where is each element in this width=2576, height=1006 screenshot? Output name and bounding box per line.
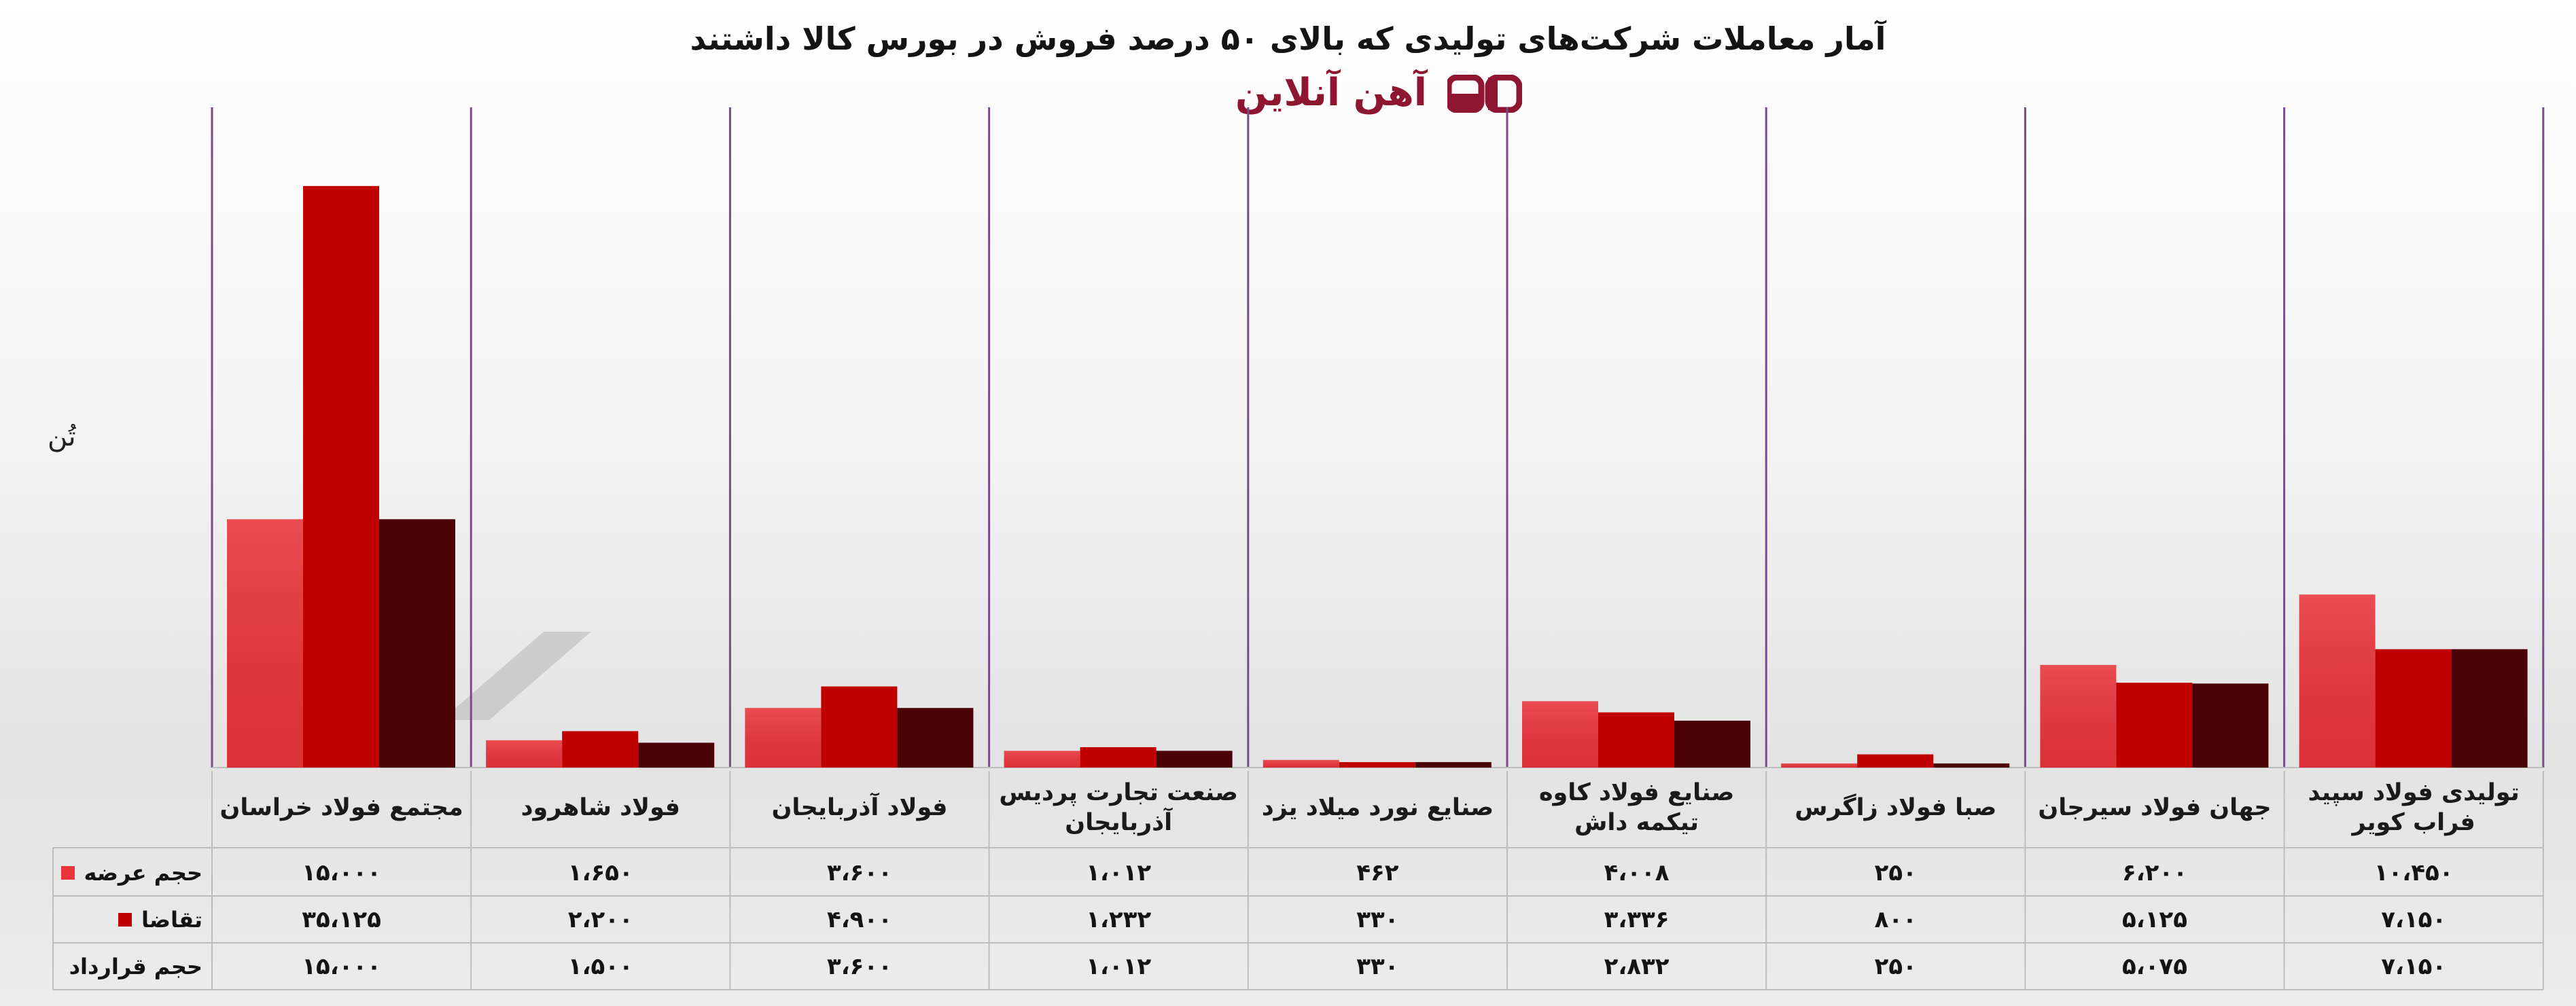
category-label: صبا فولاد زاگرس xyxy=(1795,794,1997,822)
bar-highlight xyxy=(1263,759,1339,768)
table-cell: ۱،۰۱۲ xyxy=(1086,952,1152,980)
bar-demand xyxy=(1339,761,1415,768)
category-label: فولاد شاهرود xyxy=(521,794,680,822)
bar-contract xyxy=(1674,720,1750,768)
bar-demand xyxy=(562,731,639,768)
category-label: فولاد آذربایجان xyxy=(771,794,948,822)
table-cell: ۴۶۲ xyxy=(1356,859,1399,886)
bar-demand xyxy=(2375,649,2452,768)
legend-entry: تقاضا xyxy=(60,896,202,943)
table-cell: ۱،۵۰۰ xyxy=(567,952,633,980)
table-cell: ۱۵،۰۰۰ xyxy=(302,859,381,886)
logo-text: آهن آنلاین xyxy=(1235,71,1427,115)
table-cell: ۵،۰۷۵ xyxy=(2122,952,2187,980)
bar-demand xyxy=(303,185,379,768)
bar-highlight xyxy=(486,740,563,768)
bar-highlight xyxy=(745,708,822,768)
table-cell: ۱،۲۳۲ xyxy=(1086,905,1152,933)
table-cell: ۱،۰۱۲ xyxy=(1086,859,1152,886)
legend-swatch xyxy=(118,912,132,927)
table-cell: ۳،۶۰۰ xyxy=(827,952,892,980)
table-cell: ۳،۶۰۰ xyxy=(827,859,892,886)
shadow-decoration xyxy=(442,632,591,720)
category-label: صنایع نورد میلاد یزد xyxy=(1261,794,1494,822)
table-cell: ۴،۰۰۸ xyxy=(1604,859,1670,886)
table-cell: ۱۰،۴۵۰ xyxy=(2374,859,2454,886)
legend-swatch xyxy=(60,865,75,880)
bar-highlight xyxy=(1781,763,1858,768)
category-label: مجتمع فولاد خراسان xyxy=(219,794,463,822)
legend-entry: حجم قرارداد xyxy=(60,943,202,990)
table-cell: ۴،۹۰۰ xyxy=(827,905,892,933)
table-cell: ۲۵۰ xyxy=(1874,859,1917,886)
table-cell: ۲،۸۳۲ xyxy=(1604,952,1670,980)
bar-highlight xyxy=(1522,701,1598,768)
table-cell: ۱۵،۰۰۰ xyxy=(302,952,381,980)
category-label: جهان فولاد سیرجان xyxy=(2038,794,2272,822)
logo-mark-icon xyxy=(1447,75,1522,113)
bar-demand xyxy=(2116,683,2193,768)
bar-highlight xyxy=(2040,664,2117,768)
table-cell: ۳۳۰ xyxy=(1356,952,1399,980)
legend-label: تقاضا xyxy=(141,906,202,933)
table-cell: ۸۰۰ xyxy=(1874,905,1917,933)
bar-highlight xyxy=(227,519,303,768)
table-cell: ۵،۱۲۵ xyxy=(2122,905,2187,933)
bar-demand xyxy=(821,686,898,768)
legend-label: حجم عرضه xyxy=(84,859,202,886)
table-cell: ۳،۳۳۶ xyxy=(1604,905,1670,933)
bar-contract xyxy=(379,519,455,768)
table-cell: ۶،۲۰۰ xyxy=(2122,859,2187,886)
table-cell: ۷،۱۵۰ xyxy=(2381,905,2447,933)
bar-contract xyxy=(2192,683,2269,768)
bar-highlight xyxy=(1004,751,1080,768)
category-label: تولیدی فولاد سپید فراب کویر xyxy=(2308,779,2520,836)
category-label: صنعت تجارت پردیس آذربایجان xyxy=(999,779,1238,836)
bar-demand xyxy=(1080,747,1157,768)
legend-entry: حجم عرضه xyxy=(60,849,202,896)
table-cell: ۲۵۰ xyxy=(1874,952,1917,980)
bar-contract xyxy=(1156,751,1233,768)
table-cell: ۳۵،۱۲۵ xyxy=(302,905,381,933)
category-label: صنایع فولاد کاوه تیکمه داش xyxy=(1538,779,1735,836)
brand-logo: آهن آنلاین xyxy=(1223,71,1522,118)
table-cell: ۷،۱۵۰ xyxy=(2381,952,2447,980)
table-cell: ۲،۲۰۰ xyxy=(567,905,633,933)
bar-contract xyxy=(638,742,715,768)
bar-contract xyxy=(1933,763,2010,768)
bar-contract xyxy=(2451,649,2528,768)
bar-highlight xyxy=(2299,594,2376,768)
bar-demand xyxy=(1857,754,1934,768)
bar-contract xyxy=(1415,761,1492,768)
table-cell: ۱،۶۵۰ xyxy=(567,859,633,886)
chart-title: آمار معاملات شرکت‌های تولیدی که بالای ۵۰… xyxy=(690,20,1886,57)
legend-label: حجم قرارداد xyxy=(69,953,202,980)
bar-demand xyxy=(1598,712,1674,768)
y-axis-unit-label: تُن xyxy=(48,421,76,452)
table-cell: ۳۳۰ xyxy=(1356,905,1399,933)
bar-contract xyxy=(897,708,974,768)
